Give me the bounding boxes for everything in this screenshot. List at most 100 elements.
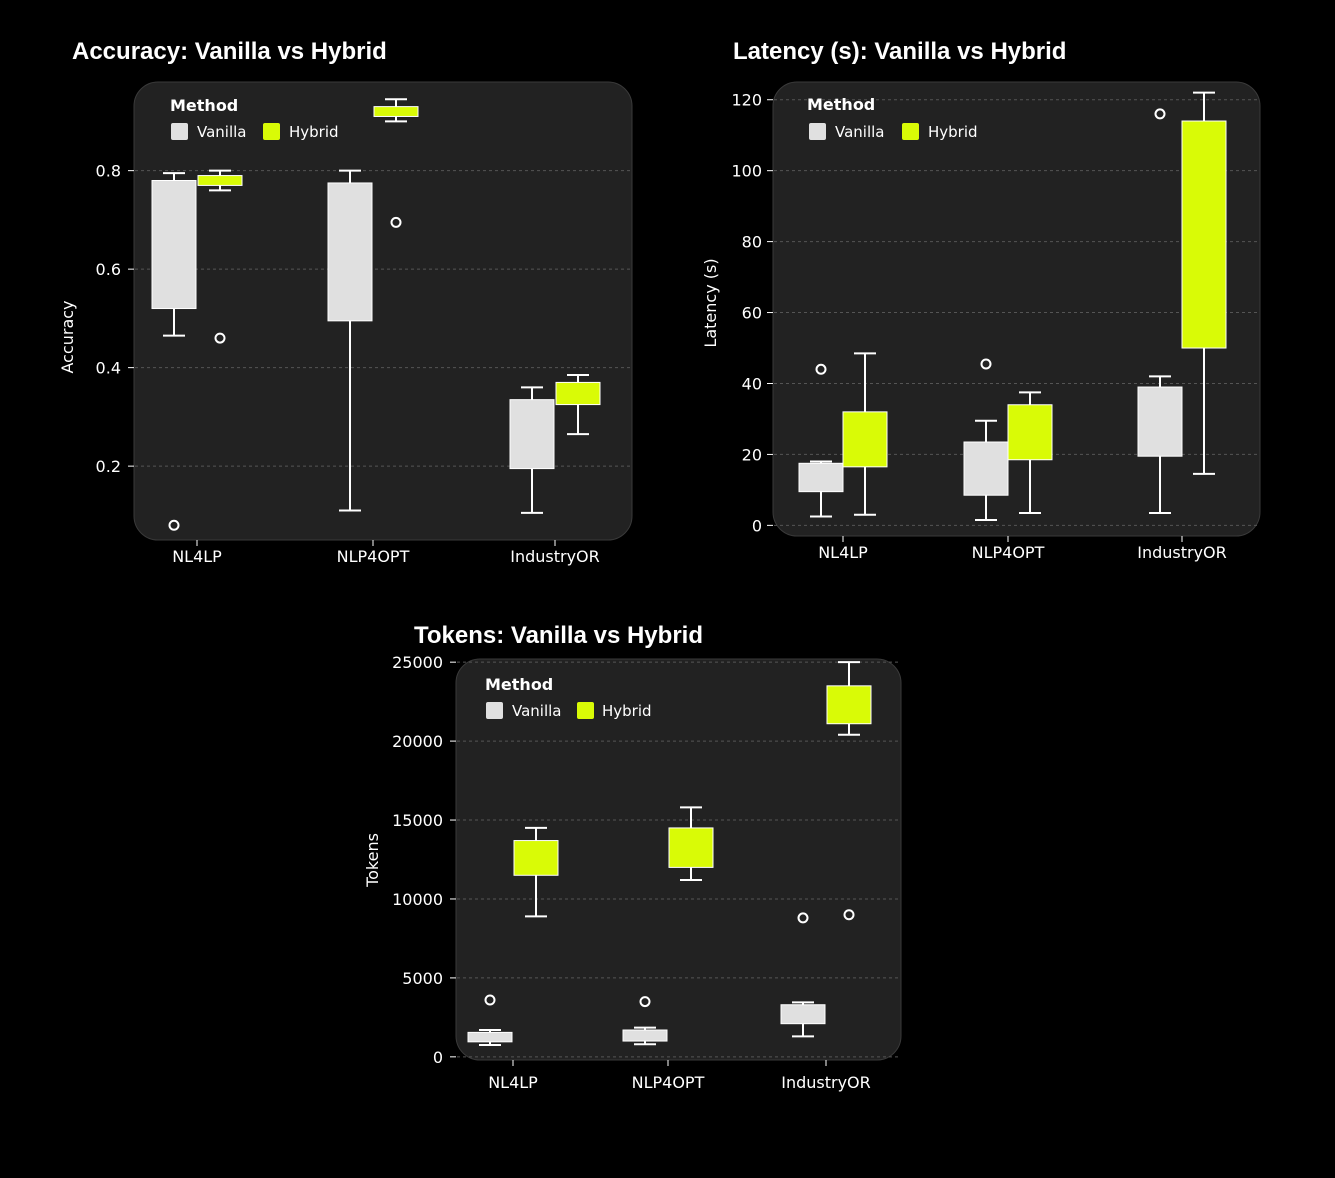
tokens-y-tick-label: 25000 (392, 653, 443, 672)
latency-y-tick-label: 120 (731, 91, 762, 110)
accuracy-x-tick-label: NL4LP (172, 547, 222, 566)
tokens-outlier-point (484, 994, 496, 1006)
accuracy-outlier-point (168, 519, 180, 531)
accuracy-box-vanilla (327, 169, 373, 512)
tokens-y-tick-label: 5000 (402, 969, 443, 988)
tokens-x-tick-label: NL4LP (488, 1073, 538, 1092)
tokens-box-hybrid (668, 806, 714, 882)
latency-legend: Method Vanilla Hybrid (807, 95, 978, 141)
accuracy-legend-swatch-hybrid (263, 123, 280, 140)
accuracy-box-hybrid (555, 374, 601, 436)
tokens-iqr-box (622, 1029, 668, 1042)
tokens-x-axis: NL4LP NLP4OPT IndustryOR (488, 1060, 871, 1092)
tokens-y-tick-label: 0 (433, 1048, 443, 1067)
tokens-boxes (467, 661, 872, 1047)
accuracy-y-tick-label: 0.4 (96, 359, 121, 378)
latency-x-tick-label: IndustryOR (1137, 543, 1227, 562)
latency-legend-swatch-vanilla (809, 123, 826, 140)
latency-outlier-point (815, 363, 827, 375)
accuracy-legend-label-vanilla: Vanilla (197, 123, 247, 141)
accuracy-gridlines (135, 170, 631, 467)
accuracy-y-axis-label: Accuracy (58, 300, 77, 373)
accuracy-plot-area (133, 81, 633, 541)
tokens-legend: Method Vanilla Hybrid (485, 675, 652, 720)
tokens-iqr-box (513, 840, 559, 876)
tokens-box-vanilla (780, 912, 826, 1038)
latency-y-tick-label: 20 (742, 445, 762, 464)
latency-x-tick-label: NL4LP (818, 543, 868, 562)
latency-iqr-box (963, 441, 1009, 496)
accuracy-y-axis: 0.2 0.4 0.6 0.8 (96, 162, 134, 476)
latency-y-tick-label: 60 (742, 304, 762, 323)
latency-box-hybrid (1181, 91, 1227, 475)
tokens-box-vanilla (467, 994, 513, 1047)
accuracy-legend-label-hybrid: Hybrid (289, 123, 339, 141)
accuracy-iqr-box (555, 381, 601, 406)
tokens-outlier-point (797, 912, 809, 924)
latency-y-tick-label: 0 (752, 516, 762, 535)
latency-x-axis: NL4LP NLP4OPT IndustryOR (818, 536, 1227, 562)
accuracy-iqr-box (151, 179, 197, 310)
tokens-box-vanilla (622, 996, 668, 1046)
tokens-legend-swatch-hybrid (577, 702, 594, 719)
latency-legend-label-hybrid: Hybrid (928, 123, 978, 141)
latency-box-hybrid (1007, 391, 1053, 514)
latency-outlier-point (980, 358, 992, 370)
accuracy-y-tick-label: 0.6 (96, 260, 121, 279)
latency-y-axis-label: Latency (s) (701, 258, 720, 347)
accuracy-box-hybrid (373, 98, 419, 228)
accuracy-box-vanilla (509, 386, 555, 514)
tokens-legend-swatch-vanilla (486, 702, 503, 719)
latency-box-vanilla (798, 363, 844, 518)
latency-y-tick-label: 100 (731, 162, 762, 181)
tokens-y-tick-label: 20000 (392, 732, 443, 751)
latency-iqr-box (1137, 386, 1183, 457)
tokens-iqr-box (826, 685, 872, 725)
latency-iqr-box (842, 411, 888, 468)
latency-legend-swatch-hybrid (902, 123, 919, 140)
accuracy-chart-title: Accuracy: Vanilla vs Hybrid (72, 38, 387, 65)
accuracy-iqr-box (197, 175, 243, 186)
tokens-legend-label-hybrid: Hybrid (602, 702, 652, 720)
latency-iqr-box (798, 462, 844, 493)
accuracy-boxes (151, 98, 601, 531)
latency-boxes (798, 91, 1227, 522)
latency-iqr-box (1181, 120, 1227, 349)
tokens-chart: Tokens: Vanilla vs Hybrid 0 5000 10000 1500… (363, 622, 902, 1092)
accuracy-chart: Accuracy: Vanilla vs Hybrid 0.2 0.4 0.6 0.8… (58, 38, 633, 566)
accuracy-x-tick-label: IndustryOR (510, 547, 600, 566)
accuracy-iqr-box (327, 182, 373, 322)
tokens-y-axis-label: Tokens (363, 833, 382, 888)
accuracy-legend-swatch-vanilla (171, 123, 188, 140)
latency-box-vanilla (963, 358, 1009, 522)
tokens-iqr-box (780, 1004, 826, 1025)
latency-outlier-point (1154, 108, 1166, 120)
accuracy-box-hybrid (197, 169, 243, 344)
accuracy-box-vanilla (151, 172, 197, 531)
latency-box-hybrid (842, 352, 888, 516)
tokens-x-tick-label: NLP4OPT (632, 1073, 705, 1092)
accuracy-y-tick-label: 0.2 (96, 457, 121, 476)
latency-legend-label-vanilla: Vanilla (835, 123, 885, 141)
accuracy-iqr-box (373, 106, 419, 117)
latency-y-tick-label: 40 (742, 374, 762, 393)
accuracy-outlier-point (214, 332, 226, 344)
latency-chart: Latency (s): Vanilla vs Hybrid 0 20 40 60 80… (701, 38, 1261, 562)
tokens-gridlines (457, 661, 900, 1058)
tokens-chart-title: Tokens: Vanilla vs Hybrid (414, 622, 703, 649)
accuracy-x-axis: NL4LP NLP4OPT IndustryOR (172, 540, 600, 566)
latency-legend-title: Method (807, 95, 875, 114)
accuracy-iqr-box (509, 399, 555, 470)
tokens-box-hybrid (513, 826, 559, 918)
tokens-box-hybrid (826, 661, 872, 921)
accuracy-legend: Method Vanilla Hybrid (170, 96, 339, 141)
latency-iqr-box (1007, 404, 1053, 461)
tokens-outlier-point (843, 909, 855, 921)
accuracy-legend-title: Method (170, 96, 238, 115)
accuracy-outlier-point (390, 216, 402, 228)
tokens-x-tick-label: IndustryOR (781, 1073, 871, 1092)
latency-y-tick-label: 80 (742, 233, 762, 252)
accuracy-y-tick-label: 0.8 (96, 162, 121, 181)
tokens-y-tick-label: 10000 (392, 890, 443, 909)
